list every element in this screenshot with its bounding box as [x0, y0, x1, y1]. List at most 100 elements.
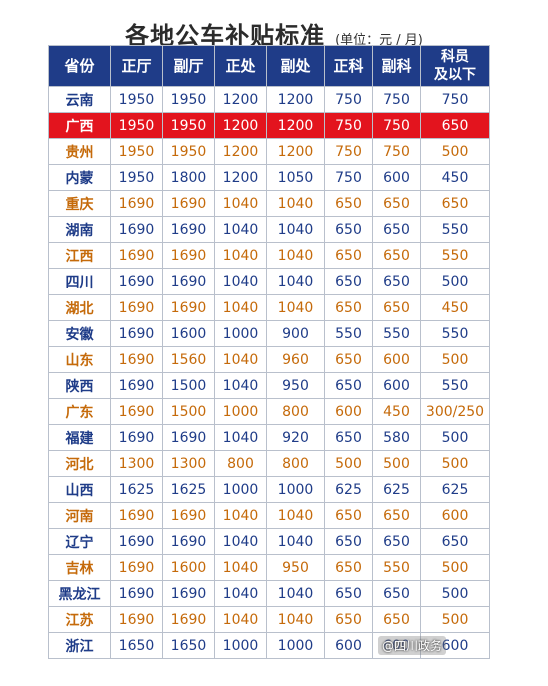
value-cell: 1690	[162, 580, 215, 607]
province-cell: 广东	[48, 398, 111, 425]
province-cell: 河北	[48, 450, 111, 477]
value-cell: 550	[372, 554, 421, 581]
value-cell: 1625	[162, 476, 215, 503]
value-cell: 750	[420, 86, 490, 113]
value-cell: 1690	[110, 242, 163, 269]
value-cell: 550	[420, 242, 490, 269]
value-cell: 1690	[110, 268, 163, 295]
province-cell: 辽宁	[48, 528, 111, 555]
value-cell: 1050	[266, 164, 325, 191]
province-cell: 湖南	[48, 216, 111, 243]
value-cell: 650	[372, 606, 421, 633]
value-cell: 1560	[162, 346, 215, 373]
value-cell: 1950	[162, 112, 215, 139]
value-cell: 550	[420, 216, 490, 243]
value-cell: 1040	[214, 268, 267, 295]
column-header: 正处	[214, 45, 267, 87]
value-cell: 750	[372, 86, 421, 113]
value-cell: 550	[324, 320, 373, 347]
value-cell: 1200	[214, 112, 267, 139]
value-cell: 1690	[110, 190, 163, 217]
value-cell: 650	[324, 294, 373, 321]
value-cell: 1690	[162, 424, 215, 451]
value-cell: 1800	[162, 164, 215, 191]
column-header: 正厅	[110, 45, 163, 87]
value-cell: 1650	[110, 632, 163, 659]
value-cell: 1000	[214, 632, 267, 659]
table-row: 广西 1950 1950 1200 1200 750 750 650	[48, 112, 490, 139]
table-row: 福建 1690 1690 1040 920 650 580 500	[48, 424, 490, 451]
value-cell: 1690	[110, 294, 163, 321]
value-cell: 500	[420, 606, 490, 633]
value-cell: 1200	[266, 86, 325, 113]
province-cell: 广西	[48, 112, 111, 139]
province-cell: 贵州	[48, 138, 111, 165]
value-cell: 1500	[162, 372, 215, 399]
table-row: 内蒙 1950 1800 1200 1050 750 600 450	[48, 164, 490, 191]
value-cell: 750	[324, 112, 373, 139]
value-cell: 1040	[266, 216, 325, 243]
value-cell: 500	[420, 450, 490, 477]
value-cell: 650	[372, 268, 421, 295]
value-cell: 500	[372, 450, 421, 477]
value-cell: 600	[420, 632, 490, 659]
value-cell: 1000	[266, 476, 325, 503]
value-cell: 800	[266, 450, 325, 477]
value-cell: 1600	[162, 320, 215, 347]
value-cell: 950	[266, 372, 325, 399]
value-cell: 1950	[110, 86, 163, 113]
value-cell: 1690	[162, 242, 215, 269]
value-cell: 650	[324, 502, 373, 529]
value-cell: 1690	[162, 190, 215, 217]
column-header: 副厅	[162, 45, 215, 87]
value-cell: 920	[266, 424, 325, 451]
value-cell: 1690	[110, 216, 163, 243]
value-cell: 1690	[162, 502, 215, 529]
value-cell: 650	[324, 580, 373, 607]
table-row: 江西 1690 1690 1040 1040 650 650 550	[48, 242, 490, 269]
value-cell: 600	[324, 632, 373, 659]
value-cell: 900	[266, 320, 325, 347]
table-row: 贵州 1950 1950 1200 1200 750 750 500	[48, 138, 490, 165]
value-cell: 650	[372, 294, 421, 321]
province-cell: 福建	[48, 424, 111, 451]
value-cell: 650	[324, 554, 373, 581]
value-cell: 950	[266, 554, 325, 581]
value-cell: 1950	[110, 112, 163, 139]
value-cell: 625	[324, 476, 373, 503]
value-cell: 1500	[162, 398, 215, 425]
title-row: 各地公车补贴标准 (单位：元 / 月)	[0, 16, 548, 50]
value-cell: 1040	[266, 606, 325, 633]
value-cell: 650	[324, 606, 373, 633]
value-cell: 1040	[214, 242, 267, 269]
value-cell: 650	[420, 528, 490, 555]
table-row: 吉林 1690 1600 1040 950 650 550 500	[48, 554, 490, 581]
value-cell: 1040	[214, 346, 267, 373]
value-cell: 1690	[110, 320, 163, 347]
value-cell: 650	[372, 580, 421, 607]
value-cell: 1200	[214, 164, 267, 191]
value-cell: 1040	[214, 554, 267, 581]
table-row: 四川 1690 1690 1040 1040 650 650 500	[48, 268, 490, 295]
province-cell: 浙江	[48, 632, 111, 659]
value-cell: 1040	[214, 216, 267, 243]
value-cell: 1600	[162, 554, 215, 581]
value-cell: 1690	[110, 606, 163, 633]
value-cell: 650	[372, 190, 421, 217]
value-cell: 600	[372, 632, 421, 659]
value-cell: 500	[324, 450, 373, 477]
value-cell: 1690	[110, 398, 163, 425]
value-cell: 500	[420, 268, 490, 295]
value-cell: 750	[324, 138, 373, 165]
table-row: 陕西 1690 1500 1040 950 650 600 550	[48, 372, 490, 399]
value-cell: 750	[372, 112, 421, 139]
value-cell: 625	[372, 476, 421, 503]
value-cell: 1690	[110, 554, 163, 581]
value-cell: 500	[420, 424, 490, 451]
value-cell: 650	[324, 242, 373, 269]
value-cell: 600	[324, 398, 373, 425]
value-cell: 1690	[110, 528, 163, 555]
province-cell: 吉林	[48, 554, 111, 581]
value-cell: 800	[214, 450, 267, 477]
